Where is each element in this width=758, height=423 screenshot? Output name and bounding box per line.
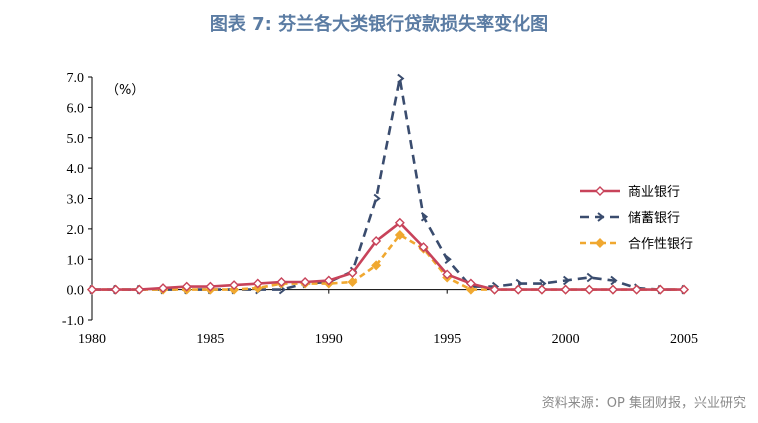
y-tick-label: 2.0 xyxy=(67,223,85,238)
x-tick-label: 2000 xyxy=(552,332,580,347)
data-point xyxy=(442,269,453,280)
y-tick-label: 0.0 xyxy=(67,284,85,299)
data-point xyxy=(586,272,594,283)
data-point xyxy=(655,284,666,295)
data-point xyxy=(229,280,240,291)
chart-axes: -1.0 0.0 1.0 2.0 3.0 4.0 5.0 6.0 7.0 1980 1985 1990… xyxy=(62,71,698,347)
data-point xyxy=(394,217,405,228)
legend-label: 合作性银行 xyxy=(628,237,693,252)
data-point xyxy=(397,73,405,84)
legend-label: 储蓄银行 xyxy=(628,211,680,226)
data-point xyxy=(560,284,571,295)
data-point xyxy=(205,281,216,292)
data-point xyxy=(465,278,476,289)
x-tick-label: 1980 xyxy=(78,332,106,347)
data-point xyxy=(347,267,358,278)
data-point xyxy=(394,229,405,240)
data-point xyxy=(347,277,358,288)
legend-swatch-marker xyxy=(595,238,605,248)
data-point xyxy=(420,211,429,222)
data-point xyxy=(513,284,524,295)
data-point xyxy=(252,278,263,289)
series-line xyxy=(92,221,684,291)
y-tick-label: 5.0 xyxy=(67,132,85,147)
x-tick-label: 1985 xyxy=(196,332,224,347)
data-point xyxy=(323,275,334,286)
x-tick-label: 2005 xyxy=(670,332,698,347)
data-point xyxy=(610,275,618,286)
data-point xyxy=(465,284,476,295)
y-unit-label: （%） xyxy=(106,83,144,98)
y-tick-label: 4.0 xyxy=(67,162,85,177)
legend-swatch-marker xyxy=(595,186,605,196)
data-point xyxy=(418,242,429,253)
data-point xyxy=(679,284,689,295)
data-point xyxy=(607,284,618,295)
source-note: 资料来源：OP 集团财报，兴业研究 xyxy=(541,396,746,411)
data-point xyxy=(536,284,547,295)
legend-label: 商业银行 xyxy=(628,185,680,200)
data-point xyxy=(134,284,145,295)
data-point xyxy=(562,275,571,286)
legend-swatch-marker xyxy=(597,212,605,222)
y-tick-label: 7.0 xyxy=(67,71,85,86)
data-point xyxy=(371,236,382,247)
data-point xyxy=(371,260,382,271)
data-point xyxy=(300,277,311,288)
series-0 xyxy=(87,217,689,295)
data-point xyxy=(444,254,452,265)
data-point xyxy=(373,193,381,204)
data-point xyxy=(584,284,595,295)
data-point xyxy=(158,283,169,294)
x-tick-label: 1990 xyxy=(315,332,343,347)
y-tick-label: -1.0 xyxy=(62,314,84,329)
data-point xyxy=(181,281,192,292)
data-point xyxy=(110,284,121,295)
data-point xyxy=(87,284,97,295)
y-tick-label: 6.0 xyxy=(67,101,85,116)
y-tick-label: 1.0 xyxy=(67,253,85,268)
data-point xyxy=(631,284,642,295)
data-point xyxy=(489,284,500,295)
chart-series xyxy=(87,73,689,295)
series-line xyxy=(92,77,684,291)
x-tick-label: 1995 xyxy=(433,332,461,347)
y-tick-label: 3.0 xyxy=(67,193,85,208)
data-point xyxy=(276,277,287,288)
series-1 xyxy=(89,73,689,295)
chart-title: 图表 7: 芬兰各大类银行贷款损失率变化图 xyxy=(209,14,549,35)
